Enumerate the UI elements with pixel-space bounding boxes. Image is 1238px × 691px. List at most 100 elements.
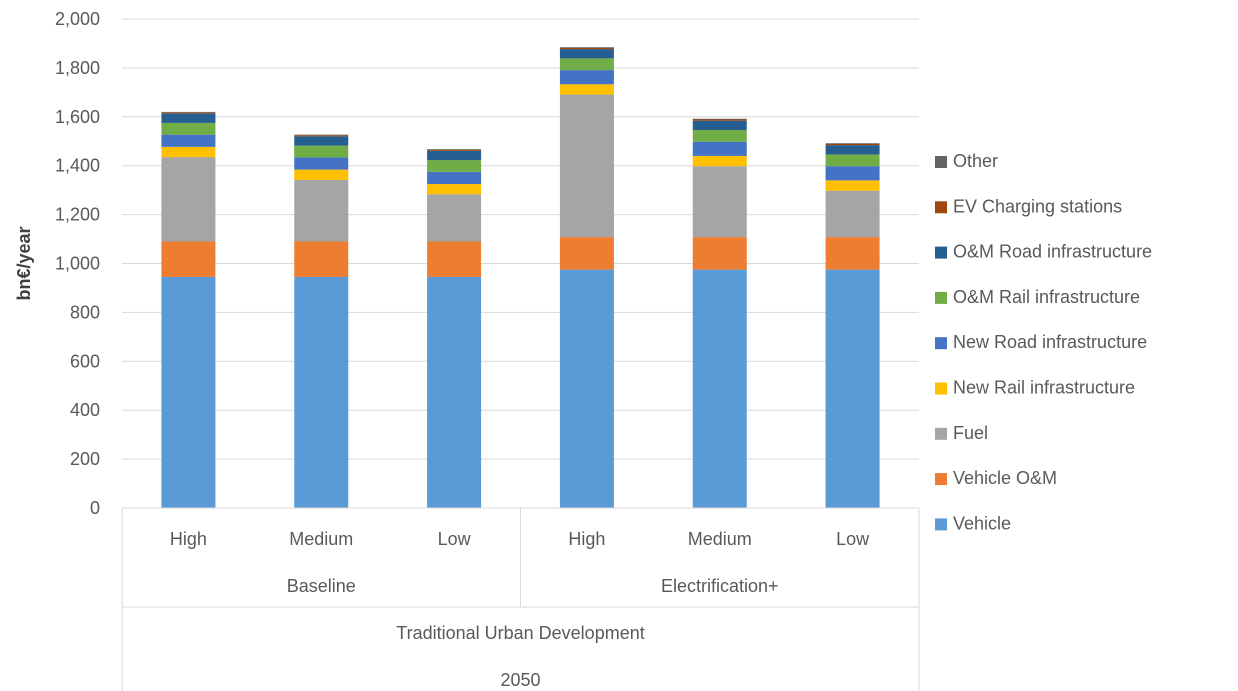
bar-segment-vehicle — [161, 276, 216, 508]
y-tick-label: 1,200 — [55, 205, 100, 225]
bar-segment-vehicle-o-m — [294, 241, 349, 277]
bar-segment-fuel — [294, 179, 349, 242]
y-tick-label: 400 — [70, 400, 100, 420]
legend-item: Other — [935, 151, 998, 171]
outer-group-label: Traditional Urban Development — [396, 623, 644, 643]
y-axis-label: bn€/year — [14, 226, 34, 300]
y-tick-label: 1,600 — [55, 107, 100, 127]
bar-segment-ev-charging-stations — [559, 47, 614, 50]
y-tick-label: 600 — [70, 351, 100, 371]
gridlines — [122, 18, 919, 460]
legend-item: New Rail infrastructure — [935, 378, 1135, 398]
legend-label: O&M Rail infrastructure — [953, 287, 1140, 307]
legend-item: New Road infrastructure — [935, 332, 1147, 352]
legend-label: Other — [953, 151, 998, 171]
bar-segment-o-m-road-infrastructure — [294, 136, 349, 146]
x-category-label: Medium — [688, 529, 752, 549]
bar-segment-vehicle — [559, 269, 614, 508]
legend-label: Vehicle — [953, 513, 1011, 533]
legend-swatch — [935, 382, 947, 395]
y-tick-label: 1,800 — [55, 58, 100, 78]
axes: 0 200 400 600 800 1,000 1,200 1,400 1,600 1,800 2,… — [14, 9, 920, 691]
bar-segment-o-m-road-infrastructure — [427, 150, 482, 161]
bar-segment-ev-charging-stations — [825, 143, 880, 146]
x-category-label: High — [170, 529, 207, 549]
bar-segment-o-m-rail-infrastructure — [427, 160, 482, 172]
x-category-label: High — [568, 529, 605, 549]
bar-segment-new-rail-infrastructure — [294, 169, 349, 180]
bar-segment-o-m-road-infrastructure — [559, 49, 614, 59]
legend-swatch — [935, 201, 947, 214]
bar-segment-new-rail-infrastructure — [559, 84, 614, 95]
bar-segment-ev-charging-stations — [161, 112, 216, 114]
legend: Other EV Charging stations O&M Road infras… — [935, 151, 1152, 533]
legend-item: O&M Rail infrastructure — [935, 287, 1140, 307]
bar-segment-vehicle — [825, 269, 880, 508]
bar-segment-other — [294, 134, 349, 136]
legend-swatch — [935, 156, 947, 168]
y-tick-label: 200 — [70, 449, 100, 469]
bar-segment-other — [825, 143, 880, 144]
bar-segment-vehicle — [692, 269, 747, 508]
group-label: Electrification+ — [661, 576, 779, 596]
bar-segment-fuel — [161, 157, 216, 242]
bar-segment-ev-charging-stations — [692, 119, 747, 121]
legend-swatch — [935, 291, 947, 304]
legend-label: New Rail infrastructure — [953, 378, 1135, 398]
legend-label: Vehicle O&M — [953, 468, 1057, 488]
bar-segment-o-m-road-infrastructure — [825, 145, 880, 155]
x-category-label: Low — [438, 529, 472, 549]
bar-segment-other — [427, 149, 482, 150]
bar-segment-vehicle — [294, 276, 349, 508]
bar-segment-other — [692, 118, 747, 120]
legend-label: O&M Road infrastructure — [953, 242, 1152, 262]
legend-item: O&M Road infrastructure — [935, 242, 1152, 262]
legend-swatch — [935, 473, 947, 486]
bar-segment-new-rail-infrastructure — [161, 146, 216, 158]
y-tick-label: 1,400 — [55, 156, 100, 176]
bar-segment-new-road-infrastructure — [559, 70, 614, 85]
bar-segment-vehicle-o-m — [692, 237, 747, 270]
legend-item: Vehicle — [935, 513, 1011, 533]
bar-segment-new-road-infrastructure — [825, 166, 880, 181]
bar-segment-new-road-infrastructure — [294, 157, 349, 170]
legend-item: Fuel — [935, 423, 988, 443]
legend-label: New Road infrastructure — [953, 332, 1147, 352]
legend-label: EV Charging stations — [953, 196, 1122, 216]
bar-segment-vehicle-o-m — [161, 241, 216, 277]
bar-segment-fuel — [427, 194, 482, 242]
bar-segment-o-m-rail-infrastructure — [294, 145, 349, 158]
bar-segment-new-rail-infrastructure — [825, 180, 880, 191]
bar-segment-other — [161, 111, 216, 113]
x-category-label: Low — [836, 529, 870, 549]
y-tick-label: 1,000 — [55, 254, 100, 274]
legend-item: Vehicle O&M — [935, 468, 1057, 488]
x-category-label: Medium — [289, 529, 353, 549]
bar-segment-fuel — [692, 166, 747, 238]
legend-label: Fuel — [953, 423, 988, 443]
bar-segment-new-road-infrastructure — [692, 141, 747, 156]
bar-segment-vehicle-o-m — [825, 237, 880, 270]
legend-item: EV Charging stations — [935, 196, 1122, 216]
bar-segment-o-m-rail-infrastructure — [825, 154, 880, 167]
outer-group-label: 2050 — [500, 670, 540, 690]
bar-segment-o-m-road-infrastructure — [692, 120, 747, 131]
bar-segment-o-m-rail-infrastructure — [161, 122, 216, 135]
y-tick-label: 800 — [70, 302, 100, 322]
bar-segment-new-rail-infrastructure — [692, 155, 747, 167]
group-label: Baseline — [287, 576, 356, 596]
bar-segment-fuel — [559, 94, 614, 238]
bar-segment-ev-charging-stations — [427, 149, 482, 151]
bar-segment-fuel — [825, 190, 880, 238]
bar-segment-new-road-infrastructure — [427, 171, 482, 185]
bar-segment-vehicle-o-m — [559, 237, 614, 270]
bar-segment-o-m-rail-infrastructure — [559, 58, 614, 71]
legend-swatch — [935, 246, 947, 259]
legend-swatch — [935, 337, 947, 350]
bar-segment-vehicle — [427, 276, 482, 508]
legend-swatch — [935, 427, 947, 440]
bars — [161, 47, 880, 508]
bar-segment-o-m-road-infrastructure — [161, 113, 216, 123]
